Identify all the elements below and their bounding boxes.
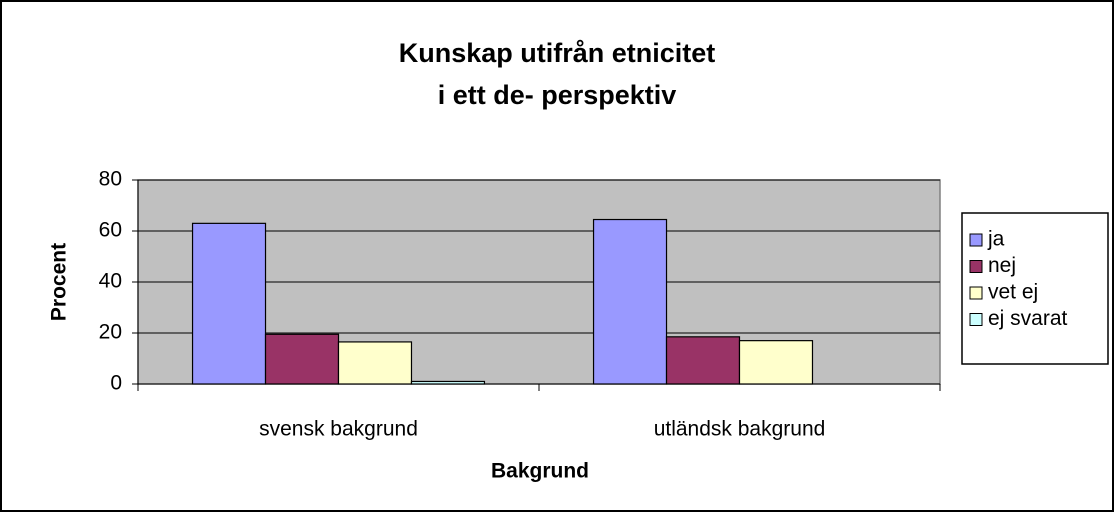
legend-label: nej [988,254,1016,277]
y-axis-title: Procent [48,243,71,321]
chart-title: Kunskap utifrån etnicitet [399,38,716,68]
bar [592,218,668,385]
legend-swatch [969,233,983,247]
bar [264,333,340,385]
legend-label: ej svarat [988,307,1068,330]
bar [410,380,486,385]
x-axis-title: Bakgrund [491,460,589,483]
bar [191,222,267,385]
chart-title: i ett de- perspektiv [438,80,677,110]
y-tick-label: 40 [99,270,122,293]
y-tick-label: 60 [99,219,122,242]
y-tick-label: 0 [110,372,122,395]
bar [665,336,741,385]
bar [337,341,413,385]
bar [738,340,814,385]
legend-label: vet ej [988,281,1038,304]
y-tick-label: 20 [99,321,122,344]
x-tick-label: utländsk bakgrund [654,418,826,441]
x-tick-label: svensk bakgrund [259,418,418,441]
legend-swatch [969,286,983,300]
legend-swatch [969,260,983,273]
y-tick-label: 80 [99,168,122,191]
legend-label: ja [987,228,1005,251]
legend [961,212,1109,365]
legend-swatch [969,313,983,326]
